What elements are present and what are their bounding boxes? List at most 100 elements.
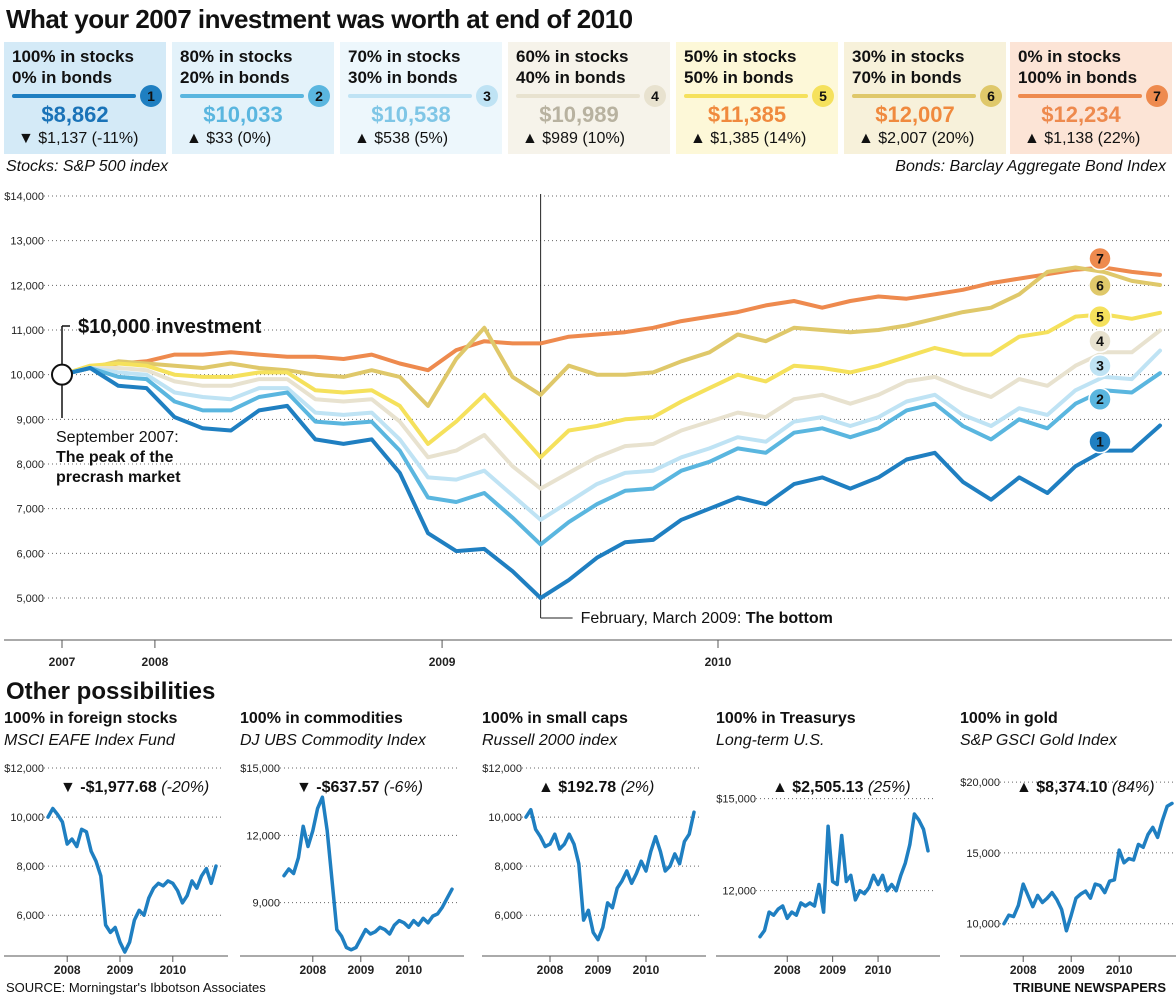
mini-y-tick-label: $15,000 bbox=[240, 763, 280, 775]
portfolio-bonds-share: 50% in bonds bbox=[684, 68, 794, 87]
mini-y-tick-label: $20,000 bbox=[960, 777, 1000, 789]
portfolio-change: ▲ $1,138 (22%) bbox=[1024, 130, 1141, 147]
series-badge-label: 1 bbox=[1096, 434, 1104, 450]
portfolio-change: ▲ $1,385 (14%) bbox=[690, 130, 807, 147]
portfolio-stocks-share: 70% in stocks bbox=[348, 47, 461, 66]
mini-y-tick-label: $12,000 bbox=[482, 763, 522, 775]
mini-chart-title: 100% in gold bbox=[960, 710, 1058, 727]
portfolio-number-badge: 6 bbox=[980, 85, 1002, 107]
mini-x-tick-label: 2010 bbox=[865, 963, 892, 977]
mini-x-tick-label: 2010 bbox=[633, 963, 660, 977]
mini-x-tick-label: 2010 bbox=[1106, 963, 1133, 977]
mini-x-tick-label: 2008 bbox=[774, 963, 801, 977]
y-tick-label: 12,000 bbox=[10, 280, 44, 292]
mini-x-tick-label: 2008 bbox=[54, 963, 81, 977]
investment-annotation: $10,000 investment bbox=[78, 316, 262, 338]
portfolio-value: $12,234 bbox=[1041, 102, 1121, 127]
portfolio-box-2: 80% in stocks 20% in bonds 2 $10,033 ▲ $33 (… bbox=[172, 42, 334, 154]
mini-chart-title: 100% in small caps bbox=[482, 710, 628, 727]
mini-chart-title: 100% in foreign stocks bbox=[4, 710, 178, 727]
mini-change-annotation: ▼ -$1,977.68 (-20%) bbox=[60, 779, 209, 796]
y-tick-label: $14,000 bbox=[4, 191, 44, 203]
main-line-chart: $14,000 13,000 12,000 11,000 10,000 9,000 8,00… bbox=[4, 191, 1172, 669]
mini-change-value: ▲ $8,374.10 bbox=[1016, 779, 1108, 796]
mini-y-tick-label: 9,000 bbox=[252, 898, 280, 910]
mini-change-value: ▼ -$1,977.68 bbox=[60, 779, 157, 796]
series-badge-6 bbox=[1088, 273, 1112, 298]
page-title: What your 2007 investment was worth at e… bbox=[6, 4, 633, 34]
series-line-2 bbox=[60, 366, 1162, 547]
mini-change-percent: (25%) bbox=[863, 779, 910, 796]
portfolio-stocks-share: 0% in stocks bbox=[1018, 47, 1121, 66]
series-badge-label: 5 bbox=[1096, 309, 1104, 325]
series-line-5 bbox=[60, 310, 1162, 460]
series-line-3 bbox=[60, 348, 1162, 522]
mini-y-tick-label: 6,000 bbox=[16, 910, 44, 922]
mini-line-chart: $12,000 10,000 8,000 6,000 2008 2009 2010 ▼ -$1… bbox=[4, 763, 228, 977]
series-line-4 bbox=[60, 328, 1162, 491]
mini-y-tick-label: 8,000 bbox=[494, 861, 522, 873]
series-line-7 bbox=[60, 265, 1162, 377]
portfolio-stocks-share: 60% in stocks bbox=[516, 47, 629, 66]
stocks-note: Stocks: S&P 500 index bbox=[6, 158, 169, 175]
portfolio-number-badge: 4 bbox=[644, 85, 666, 107]
mini-x-tick-label: 2008 bbox=[299, 963, 326, 977]
series-badge-label: 3 bbox=[1096, 358, 1104, 374]
mini-change-annotation: ▲ $8,374.10 (84%) bbox=[1016, 779, 1155, 796]
portfolio-bonds-share: 100% in bonds bbox=[1018, 68, 1138, 87]
series-badge-4 bbox=[1088, 329, 1112, 353]
series-badge-label: 6 bbox=[1096, 277, 1104, 293]
portfolio-bonds-share: 0% in bonds bbox=[12, 68, 113, 87]
portfolio-stocks-share: 80% in stocks bbox=[180, 47, 293, 66]
bottom-annotation-label: The bottom bbox=[746, 610, 833, 627]
mini-x-tick-label: 2009 bbox=[1058, 963, 1085, 977]
mini-y-tick-label: 10,000 bbox=[488, 812, 522, 824]
portfolio-value: $10,033 bbox=[203, 102, 283, 127]
peak-annotation-date: September 2007: bbox=[56, 429, 179, 446]
portfolio-line-swatch bbox=[348, 94, 472, 98]
y-tick-label: 13,000 bbox=[10, 236, 44, 248]
mini-chart-subtitle: S&P GSCI Gold Index bbox=[960, 732, 1117, 749]
credit-line: TRIBUNE NEWSPAPERS bbox=[1013, 980, 1166, 995]
series-badge-label: 4 bbox=[1096, 333, 1104, 349]
x-tick-label: 2008 bbox=[142, 655, 169, 669]
portfolio-bonds-share: 40% in bonds bbox=[516, 68, 626, 87]
mini-x-tick-label: 2009 bbox=[585, 963, 612, 977]
mini-x-tick-label: 2008 bbox=[537, 963, 564, 977]
portfolio-box-5: 50% in stocks 50% in bonds 5 $11,385 ▲ $1,38… bbox=[676, 42, 838, 154]
mini-y-tick-label: 8,000 bbox=[16, 861, 44, 873]
portfolio-change: ▲ $989 (10%) bbox=[522, 130, 625, 147]
portfolio-number-badge: 7 bbox=[1146, 85, 1168, 107]
mini-y-tick-label: 12,000 bbox=[246, 830, 280, 842]
series-badge-5 bbox=[1088, 304, 1112, 329]
mini-line-chart: $12,000 10,000 8,000 6,000 2008 2009 2010 ▲ $19… bbox=[482, 763, 706, 977]
y-tick-label: 8,000 bbox=[16, 459, 44, 471]
portfolio-box-1: 100% in stocks 0% in bonds 1 $8,862 ▼ $1,137… bbox=[4, 42, 166, 154]
portfolio-line-swatch bbox=[852, 94, 976, 98]
series-line-1 bbox=[60, 366, 1162, 600]
portfolio-change: ▲ $2,007 (20%) bbox=[858, 130, 975, 147]
y-tick-label: 6,000 bbox=[16, 548, 44, 560]
y-tick-label: 9,000 bbox=[16, 414, 44, 426]
mini-line-chart: $15,000 12,000 9,000 2008 2009 2010 ▼ -$637.57… bbox=[240, 763, 464, 977]
mini-series-line bbox=[524, 807, 696, 942]
portfolio-value: $10,538 bbox=[371, 102, 451, 127]
mini-change-annotation: ▲ $2,505.13 (25%) bbox=[772, 779, 911, 796]
peak-annotation-line3: precrash market bbox=[56, 469, 181, 486]
mini-x-tick-label: 2010 bbox=[395, 963, 422, 977]
portfolio-change: ▲ $538 (5%) bbox=[354, 130, 449, 147]
mini-change-value: ▲ $192.78 bbox=[538, 779, 616, 796]
mini-change-value: ▼ -$637.57 bbox=[296, 779, 380, 796]
mini-y-tick-label: 12,000 bbox=[722, 886, 756, 898]
series-line-6 bbox=[60, 265, 1162, 408]
mini-change-annotation: ▼ -$637.57 (-6%) bbox=[296, 779, 423, 796]
mini-chart-subtitle: DJ UBS Commodity Index bbox=[240, 732, 426, 749]
mini-change-percent: (-20%) bbox=[157, 779, 209, 796]
portfolio-line-swatch bbox=[516, 94, 640, 98]
bottom-annotation-date: February, March 2009: bbox=[581, 610, 746, 627]
mini-chart-title: 100% in commodities bbox=[240, 710, 403, 727]
mini-y-tick-label: 6,000 bbox=[494, 910, 522, 922]
portfolio-line-swatch bbox=[1018, 94, 1142, 98]
mini-series-line bbox=[46, 806, 218, 954]
mini-change-value: ▲ $2,505.13 bbox=[772, 779, 864, 796]
